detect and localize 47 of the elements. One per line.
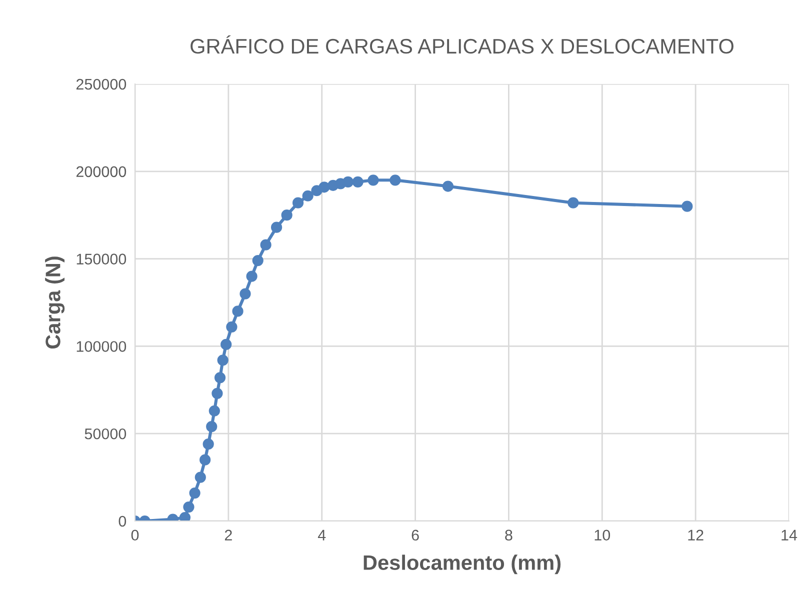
point — [226, 321, 238, 333]
point — [270, 222, 282, 233]
point — [189, 487, 200, 499]
point — [208, 405, 220, 416]
x-tick-label: 4 — [318, 530, 326, 540]
x-tick-label: 14 — [782, 530, 798, 540]
point — [682, 200, 693, 212]
x-tick-label: 0 — [131, 530, 139, 541]
point — [212, 388, 223, 399]
x-tick-label: 12 — [688, 530, 704, 540]
y-tick-label: 100000 — [76, 341, 126, 352]
point — [352, 176, 364, 188]
x-tick-label: 10 — [594, 530, 610, 541]
x-axis-title: Deslocamento (mm) — [364, 554, 561, 574]
chart-title: GRÁFICO DE CARGAS APLICADAS X DESLOCAMENTO — [190, 35, 734, 54]
point — [246, 270, 258, 282]
point — [260, 239, 272, 250]
point — [368, 174, 379, 186]
point — [442, 180, 454, 192]
point — [194, 472, 206, 483]
y-tick-label: 0 — [118, 516, 126, 527]
point — [292, 197, 304, 208]
point — [281, 210, 292, 221]
point — [179, 512, 191, 521]
x-tick-label: 6 — [412, 530, 419, 541]
point — [232, 306, 244, 317]
point — [568, 197, 579, 208]
point — [390, 174, 401, 186]
point — [206, 421, 218, 432]
y-tick-label: 150000 — [76, 254, 126, 264]
point — [302, 190, 314, 202]
y-tick-label: 250000 — [76, 78, 126, 90]
point — [220, 338, 232, 350]
point — [240, 288, 251, 300]
point — [318, 182, 330, 193]
y-tick-label: 50000 — [84, 428, 126, 440]
x-tick-label: 2 — [224, 530, 232, 540]
point — [217, 354, 228, 366]
point — [202, 438, 214, 450]
x-tick-label: 8 — [505, 530, 512, 541]
point — [214, 372, 226, 384]
point — [183, 501, 194, 513]
point — [200, 454, 211, 466]
point — [342, 176, 354, 188]
point — [252, 254, 264, 266]
y-axis-title: Carga (N) — [45, 256, 65, 349]
y-tick-label: 200000 — [76, 166, 126, 178]
